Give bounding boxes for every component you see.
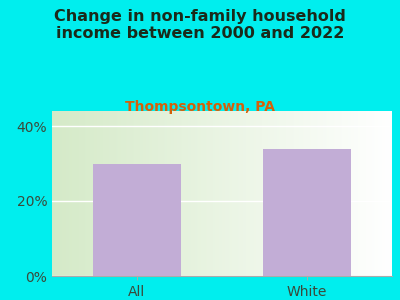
Bar: [263, 148, 351, 276]
Text: Thompsontown, PA: Thompsontown, PA: [125, 100, 275, 115]
Bar: [93, 164, 181, 276]
Text: Change in non-family household
income between 2000 and 2022: Change in non-family household income be…: [54, 9, 346, 41]
